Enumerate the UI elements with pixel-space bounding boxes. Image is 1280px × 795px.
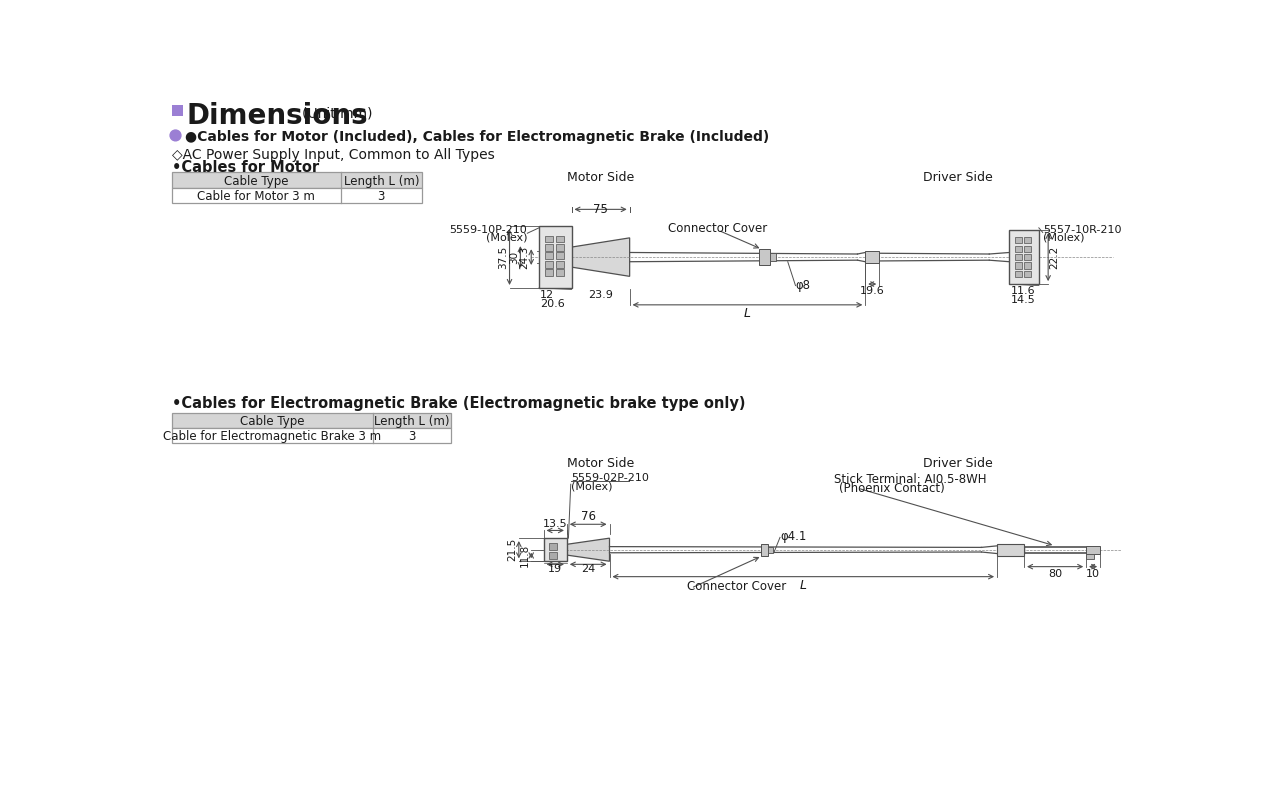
Bar [545, 261, 553, 268]
Bar [1024, 262, 1032, 269]
Text: 19: 19 [548, 564, 562, 574]
Bar [549, 552, 557, 559]
Text: 3: 3 [408, 430, 416, 444]
Text: 11.6: 11.6 [1011, 286, 1036, 297]
Bar [1015, 262, 1021, 269]
Text: 76: 76 [581, 510, 595, 523]
Text: 5559-02P-210: 5559-02P-210 [571, 473, 649, 483]
Bar [759, 250, 771, 265]
Text: 75: 75 [593, 204, 608, 216]
Text: Connector Cover: Connector Cover [668, 223, 768, 235]
Text: 14.5: 14.5 [1011, 295, 1036, 304]
Text: (Phoenix Contact): (Phoenix Contact) [838, 482, 945, 495]
Text: 80: 80 [1048, 569, 1062, 579]
Text: Cable Type: Cable Type [241, 415, 305, 428]
Text: 21.5: 21.5 [507, 538, 517, 561]
Text: Driver Side: Driver Side [923, 171, 993, 184]
Text: L: L [800, 579, 806, 592]
Text: 12: 12 [540, 290, 554, 301]
Text: 3: 3 [378, 190, 385, 203]
Text: 13.5: 13.5 [543, 519, 567, 529]
Bar [768, 547, 773, 553]
Text: 20.6: 20.6 [540, 299, 564, 308]
Text: 24.3: 24.3 [520, 246, 530, 269]
Bar [172, 188, 422, 204]
Bar [1015, 271, 1021, 277]
Text: ●Cables for Motor (Included), Cables for Electromagnetic Brake (Included): ●Cables for Motor (Included), Cables for… [184, 130, 769, 144]
Bar [1015, 254, 1021, 260]
Bar [1015, 237, 1021, 243]
Bar [544, 538, 567, 561]
Text: Motor Side: Motor Side [567, 457, 634, 471]
Text: 10: 10 [1087, 569, 1100, 579]
Text: Connector Cover: Connector Cover [687, 580, 786, 594]
Bar [1024, 254, 1032, 260]
Text: φ8: φ8 [795, 279, 810, 292]
Bar [1087, 554, 1094, 559]
Bar [172, 173, 422, 188]
Text: Motor Side: Motor Side [567, 171, 634, 184]
Text: 5557-10R-210: 5557-10R-210 [1043, 225, 1121, 235]
Circle shape [170, 130, 180, 141]
Polygon shape [567, 538, 609, 561]
Text: 5559-10P-210: 5559-10P-210 [449, 225, 527, 235]
Bar [1024, 237, 1032, 243]
Bar [172, 105, 183, 116]
Text: 37.5: 37.5 [498, 246, 508, 269]
Text: Length L (m): Length L (m) [374, 415, 449, 428]
Text: Driver Side: Driver Side [923, 457, 993, 471]
Bar [1024, 271, 1032, 277]
Text: Cable Type: Cable Type [224, 175, 288, 188]
Bar [1087, 546, 1100, 553]
Bar [539, 227, 572, 288]
Text: Cable for Electromagnetic Brake 3 m: Cable for Electromagnetic Brake 3 m [164, 430, 381, 444]
Bar [556, 253, 563, 259]
Text: 24: 24 [581, 564, 595, 574]
Bar [545, 235, 553, 242]
Text: (Molex): (Molex) [486, 232, 527, 242]
Bar [545, 244, 553, 251]
Bar [865, 251, 879, 263]
Text: ◇AC Power Supply Input, Common to All Types: ◇AC Power Supply Input, Common to All Ty… [172, 148, 494, 161]
Polygon shape [572, 238, 630, 277]
Bar [556, 244, 563, 251]
Text: (Molex): (Molex) [1043, 232, 1084, 242]
Bar [556, 270, 563, 277]
Text: Cable for Motor 3 m: Cable for Motor 3 m [197, 190, 315, 203]
Bar [172, 428, 451, 444]
Text: Stick Terminal: AI0.5-8WH: Stick Terminal: AI0.5-8WH [835, 473, 987, 486]
Text: 11.8: 11.8 [520, 544, 530, 567]
Bar [1015, 246, 1021, 252]
Text: Length L (m): Length L (m) [343, 175, 419, 188]
Text: (Unit mm): (Unit mm) [302, 107, 372, 120]
Bar [545, 253, 553, 259]
Text: 23.9: 23.9 [588, 290, 613, 301]
Text: φ4.1: φ4.1 [780, 530, 806, 544]
Text: •Cables for Motor: •Cables for Motor [172, 160, 319, 175]
Text: 30: 30 [509, 250, 518, 264]
Text: (Molex): (Molex) [571, 481, 612, 491]
Text: 19.6: 19.6 [860, 286, 884, 297]
Bar [760, 544, 768, 556]
Text: L: L [744, 307, 751, 320]
Bar [172, 413, 451, 428]
Bar [556, 235, 563, 242]
Text: Dimensions: Dimensions [187, 103, 367, 130]
Text: •Cables for Electromagnetic Brake (Electromagnetic brake type only): •Cables for Electromagnetic Brake (Elect… [172, 396, 745, 411]
Bar [556, 261, 563, 268]
Bar [997, 544, 1024, 556]
Bar [771, 254, 776, 261]
Text: 22.2: 22.2 [1050, 246, 1060, 269]
Bar [549, 543, 557, 549]
Bar [1024, 246, 1032, 252]
Bar [1010, 230, 1039, 284]
Bar [545, 270, 553, 277]
